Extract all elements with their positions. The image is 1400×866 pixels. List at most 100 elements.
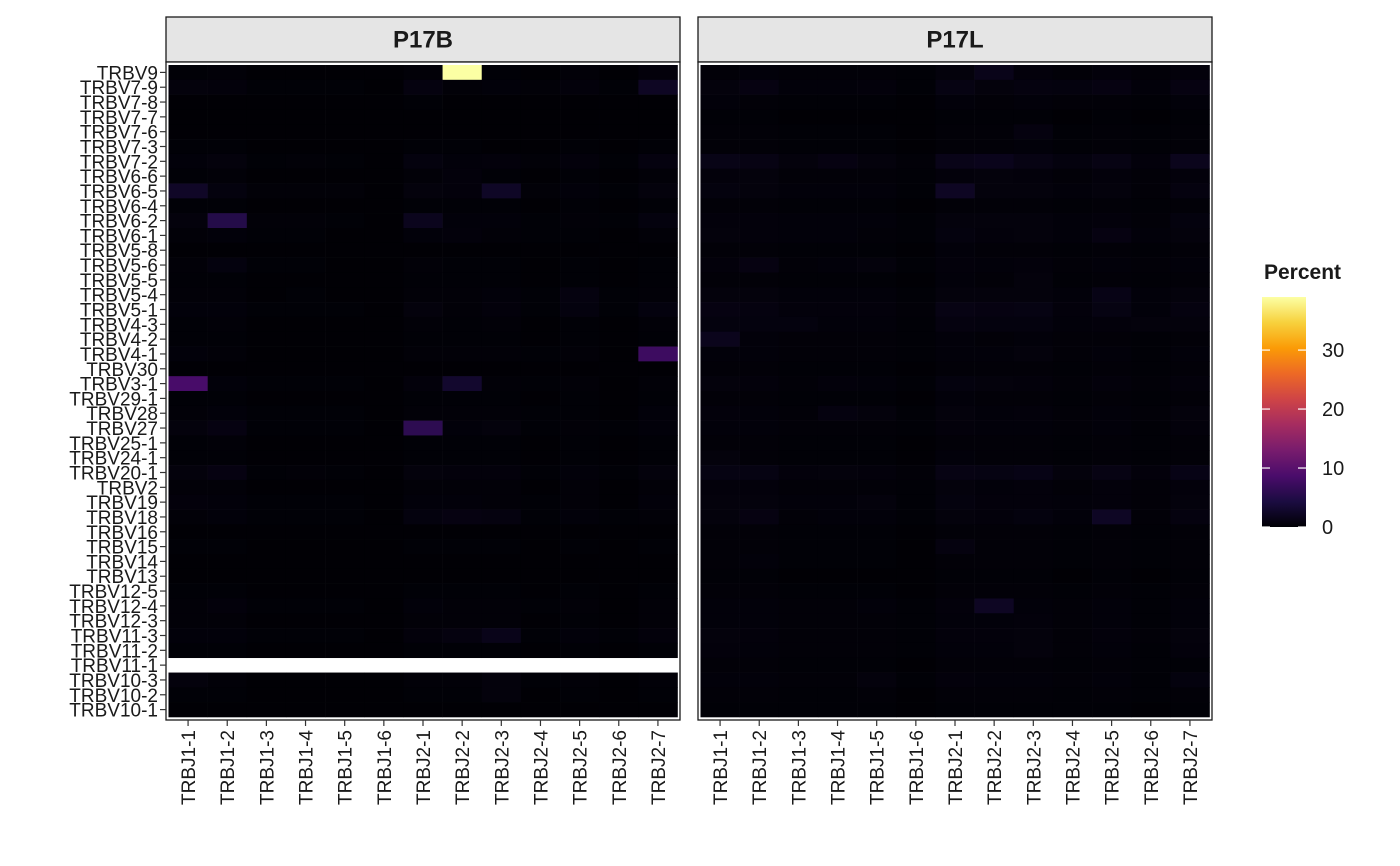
heatmap-cell xyxy=(207,242,248,258)
heatmap-cell xyxy=(1052,79,1093,95)
heatmap-cell xyxy=(974,628,1015,644)
heatmap-cell xyxy=(935,672,975,688)
heatmap-cell xyxy=(168,168,208,184)
heatmap-cell xyxy=(325,672,365,688)
heatmap-cell xyxy=(1013,391,1054,407)
heatmap-cell xyxy=(1092,568,1132,584)
heatmap-cell xyxy=(1092,316,1132,333)
heatmap-cell xyxy=(207,405,248,421)
heatmap-cell xyxy=(168,642,208,659)
heatmap-cell xyxy=(560,494,600,510)
heatmap-cell xyxy=(974,598,1015,614)
heatmap-cell xyxy=(325,79,365,95)
heatmap-cell xyxy=(599,65,639,81)
heatmap-cell xyxy=(1092,287,1132,303)
y-tick-label: TRBV7-7 xyxy=(80,108,158,129)
heatmap-cell xyxy=(1170,183,1210,199)
heatmap-cell xyxy=(778,494,819,510)
heatmap-cell xyxy=(638,672,678,688)
heatmap-cell xyxy=(520,702,561,718)
heatmap-cell xyxy=(168,702,208,718)
heatmap-cell xyxy=(1170,139,1210,155)
heatmap-cell xyxy=(857,257,897,273)
heatmap-cell xyxy=(246,183,287,199)
heatmap-cell xyxy=(285,494,326,510)
heatmap-cell xyxy=(817,583,858,599)
heatmap-cell xyxy=(896,628,936,644)
heatmap-cell xyxy=(168,272,208,288)
heatmap-cell xyxy=(325,361,365,377)
heatmap-cell xyxy=(520,94,561,110)
heatmap-cell xyxy=(1052,183,1093,199)
heatmap-cell xyxy=(246,524,287,540)
heatmap-cell xyxy=(700,109,740,125)
heatmap-cell xyxy=(442,65,483,81)
heatmap-cell xyxy=(560,687,600,703)
heatmap-cell xyxy=(1170,642,1210,659)
heatmap-cell xyxy=(778,554,819,570)
heatmap-cell xyxy=(896,598,936,614)
heatmap-cell xyxy=(442,702,483,718)
heatmap-cell xyxy=(560,346,600,362)
heatmap-cell xyxy=(700,405,740,421)
heatmap-cell xyxy=(1013,124,1054,140)
heatmap-cell xyxy=(442,346,483,362)
heatmap-cell xyxy=(364,272,404,288)
heatmap-cell xyxy=(817,139,858,155)
heatmap-cell xyxy=(285,65,326,81)
heatmap-cell xyxy=(403,168,443,184)
heatmap-cell xyxy=(246,628,287,644)
heatmap-cell xyxy=(778,109,819,125)
heatmap-cell xyxy=(974,79,1015,95)
heatmap-cell xyxy=(935,168,975,184)
panel-strip-label: P17L xyxy=(926,27,983,54)
heatmap-cell xyxy=(481,302,522,318)
heatmap-cell xyxy=(364,405,404,421)
heatmap-cell xyxy=(817,524,858,540)
heatmap-cell xyxy=(168,346,208,362)
heatmap-cell xyxy=(1092,213,1132,229)
heatmap-cell xyxy=(1052,524,1093,540)
heatmap-cell xyxy=(560,420,600,436)
heatmap-cell xyxy=(817,168,858,184)
heatmap-cell xyxy=(817,539,858,555)
heatmap-cell xyxy=(1013,479,1054,496)
heatmap-cell xyxy=(896,583,936,599)
heatmap-cell xyxy=(1170,79,1210,95)
heatmap-cell xyxy=(246,346,287,362)
heatmap-cell xyxy=(599,509,639,525)
heatmap-cell xyxy=(739,524,780,540)
heatmap-cell xyxy=(700,287,740,303)
heatmap-cell xyxy=(364,79,404,95)
heatmap-cell xyxy=(1092,465,1132,481)
heatmap-cell xyxy=(817,391,858,407)
heatmap-cell xyxy=(442,109,483,125)
heatmap-cell xyxy=(700,183,740,199)
heatmap-cell xyxy=(974,657,1015,673)
heatmap-cell xyxy=(896,79,936,95)
heatmap-cell xyxy=(1170,213,1210,229)
heatmap-cell xyxy=(778,376,819,392)
heatmap-cell xyxy=(442,642,483,659)
heatmap-cell xyxy=(599,198,639,214)
heatmap-cell xyxy=(778,672,819,688)
heatmap-cell xyxy=(207,316,248,333)
heatmap-cell xyxy=(520,628,561,644)
heatmap-cell xyxy=(168,242,208,258)
heatmap-cell xyxy=(1170,554,1210,570)
heatmap-cell xyxy=(520,213,561,229)
heatmap-cell xyxy=(442,168,483,184)
heatmap-cell xyxy=(403,65,443,81)
heatmap-cell xyxy=(1013,465,1054,481)
heatmap-cell xyxy=(481,287,522,303)
heatmap-cell xyxy=(481,331,522,347)
heatmap-cell xyxy=(442,405,483,421)
heatmap-cell xyxy=(364,198,404,214)
heatmap-cell xyxy=(1092,657,1132,673)
heatmap-cell xyxy=(325,479,365,496)
heatmap-cell xyxy=(1052,331,1093,347)
heatmap-cell xyxy=(1013,628,1054,644)
heatmap-cell xyxy=(168,331,208,347)
heatmap-cell xyxy=(817,568,858,584)
heatmap-cell xyxy=(857,124,897,140)
